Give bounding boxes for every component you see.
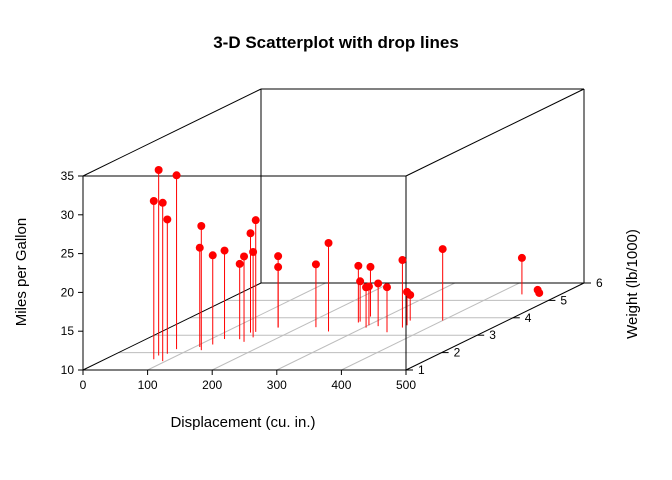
data-point xyxy=(149,196,158,205)
axis-ticks: 0 100 200 300 400 500 10 15 20 25 30 35 1 2 3 4 5 6 xyxy=(61,169,603,392)
data-point xyxy=(406,290,415,299)
data-point xyxy=(249,248,258,257)
z-tick-label: 25 xyxy=(61,247,75,261)
data-point xyxy=(366,262,375,271)
x-tick-label: 500 xyxy=(396,378,416,392)
data-point xyxy=(311,260,320,269)
box-edge xyxy=(82,88,262,177)
x-tick-label: 300 xyxy=(267,378,287,392)
z-axis-label: Miles per Gallon xyxy=(13,218,30,326)
x-tick-label: 100 xyxy=(138,378,158,392)
data-point xyxy=(163,215,172,224)
data-point xyxy=(356,277,365,286)
data-point xyxy=(438,245,447,254)
data-point xyxy=(208,251,217,260)
z-tick-label: 20 xyxy=(61,285,75,299)
data-point xyxy=(517,253,526,262)
data-point xyxy=(240,252,249,261)
data-point xyxy=(197,222,206,231)
z-tick-label: 30 xyxy=(61,208,75,222)
y-tick-label: 1 xyxy=(418,363,425,377)
y-tick-label: 6 xyxy=(596,276,603,290)
x-tick-label: 200 xyxy=(202,378,222,392)
grid-line-x xyxy=(211,282,391,371)
chart-title: 3-D Scatterplot with drop lines xyxy=(213,33,459,52)
data-point xyxy=(195,243,204,252)
y-tick-label: 2 xyxy=(454,346,461,360)
data-point xyxy=(274,263,283,272)
data-point xyxy=(324,238,333,247)
data-point xyxy=(274,252,283,261)
floor-grid xyxy=(118,282,549,371)
y-axis-label: Weight (lb/1000) xyxy=(624,229,641,339)
grid-line-x xyxy=(147,282,326,371)
x-tick-label: 0 xyxy=(80,378,87,392)
z-tick-label: 15 xyxy=(61,324,75,338)
data-point xyxy=(172,171,181,180)
y-tick-label: 3 xyxy=(489,328,496,342)
data-points xyxy=(149,166,544,299)
data-point xyxy=(533,285,542,294)
drop-lines xyxy=(153,170,540,362)
z-tick-label: 35 xyxy=(61,169,75,183)
data-point xyxy=(154,166,163,175)
x-axis-label: Displacement (cu. in.) xyxy=(170,414,315,431)
data-point xyxy=(354,261,363,270)
y-tick-label: 4 xyxy=(525,311,532,325)
z-tick-label: 10 xyxy=(61,363,75,377)
y-tick-label: 5 xyxy=(560,293,567,307)
data-point xyxy=(158,198,167,207)
grid-line-x xyxy=(341,282,520,371)
data-point xyxy=(246,229,255,238)
plot-box xyxy=(82,88,585,371)
data-point xyxy=(374,279,383,288)
box-edge xyxy=(405,88,585,177)
data-point xyxy=(235,259,244,268)
box-edge xyxy=(82,282,262,371)
data-point xyxy=(220,246,229,255)
box-edge xyxy=(405,282,585,371)
x-tick-label: 400 xyxy=(331,378,351,392)
data-point xyxy=(251,216,260,225)
data-point xyxy=(364,282,373,291)
data-point xyxy=(382,283,391,292)
data-point xyxy=(398,256,407,265)
